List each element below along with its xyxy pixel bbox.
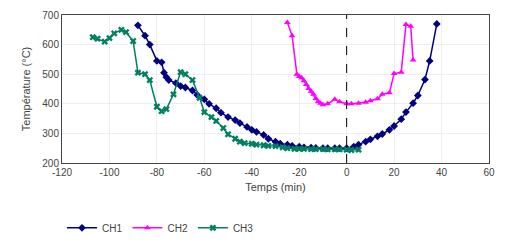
svg-text:CH1: CH1: [102, 223, 122, 234]
svg-text:CH3: CH3: [233, 223, 253, 234]
svg-text:-60: -60: [197, 167, 212, 178]
svg-text:CH2: CH2: [167, 223, 187, 234]
svg-text:300: 300: [42, 128, 59, 139]
svg-text:-100: -100: [99, 167, 119, 178]
svg-text:500: 500: [42, 69, 59, 80]
svg-text:Température (°C): Température (°C): [20, 47, 32, 131]
svg-text:-120: -120: [52, 167, 72, 178]
svg-text:700: 700: [42, 10, 59, 21]
svg-text:600: 600: [42, 39, 59, 50]
svg-text:Temps (min): Temps (min): [245, 181, 306, 193]
svg-text:-80: -80: [150, 167, 165, 178]
svg-text:40: 40: [436, 167, 448, 178]
svg-text:400: 400: [42, 98, 59, 109]
svg-text:0: 0: [344, 167, 350, 178]
svg-text:60: 60: [483, 167, 495, 178]
svg-text:200: 200: [42, 158, 59, 169]
svg-text:-40: -40: [245, 167, 260, 178]
svg-text:20: 20: [389, 167, 401, 178]
svg-text:-20: -20: [292, 167, 307, 178]
